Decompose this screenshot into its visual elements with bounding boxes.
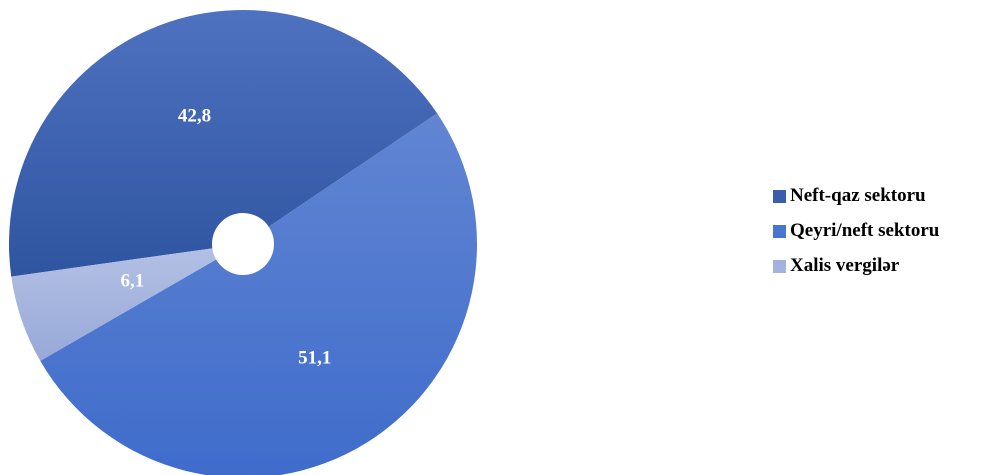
slice-qeyri-neft-sektoru (40, 113, 477, 475)
legend-label: Qeyri/neft sektoru (790, 220, 940, 241)
legend-item-xalis-vergil-r: Xalis vergilər (773, 254, 939, 278)
slice-xalis-vergil-r (11, 248, 217, 361)
legend-item-qeyri-neft-sektoru: Qeyri/neft sektoru (773, 219, 939, 243)
legend-swatch (773, 224, 786, 238)
legend-swatch (773, 259, 786, 273)
legend-label: Xalis vergilər (790, 255, 900, 276)
slice-neft-qaz-sektoru (8, 9, 438, 277)
legend-item-neft-qaz-sektoru: Neft-qaz sektoru (773, 184, 939, 208)
data-label-neft-qaz-sektoru: 42,8 (178, 106, 211, 127)
legend-swatch (773, 189, 786, 203)
legend: Neft-qaz sektoru Qeyri/neft sektoru Xalis … (773, 184, 939, 278)
data-label-qeyri-neft-sektoru: 51,1 (298, 348, 331, 369)
legend-label: Neft-qaz sektoru (790, 185, 926, 206)
data-label-xalis-vergil-r: 6,1 (120, 270, 144, 291)
